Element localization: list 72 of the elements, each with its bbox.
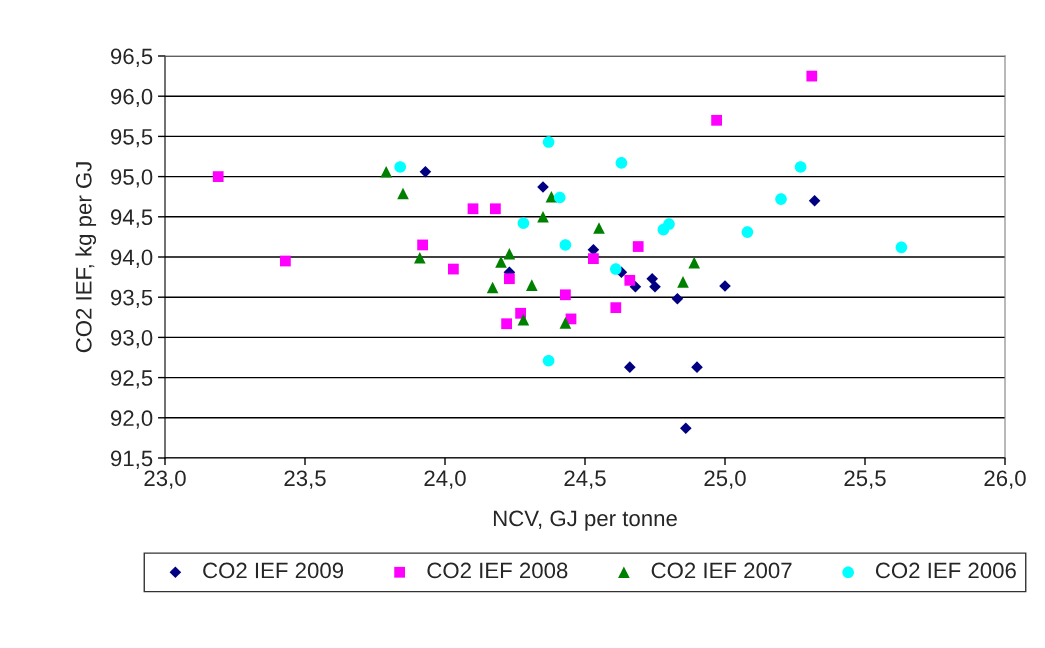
- y-axis-title: CO2 IEF, kg per GJ: [75, 162, 97, 353]
- y-tick-label: 94,5: [110, 209, 153, 228]
- y-tick-label: 94,0: [110, 249, 153, 268]
- point: [413, 251, 426, 264]
- point: [741, 226, 754, 238]
- point: [688, 256, 701, 269]
- point: [679, 422, 692, 435]
- point: [517, 217, 530, 230]
- point: [593, 222, 605, 234]
- point: [657, 223, 670, 236]
- point: [486, 281, 499, 294]
- x-axis-title: NCV, GJ per tonne: [493, 510, 677, 531]
- point: [542, 354, 555, 367]
- legend-label: CO2 IEF 2007: [651, 562, 792, 579]
- x-tick-label: 24,0: [424, 470, 466, 489]
- point: [545, 190, 558, 203]
- point: [380, 165, 393, 178]
- y-tick-label: 92,5: [110, 370, 153, 389]
- point: [677, 276, 689, 288]
- legend-label: CO2 IEF 2008: [427, 562, 568, 579]
- point: [632, 241, 644, 252]
- point: [610, 302, 622, 314]
- point: [559, 317, 572, 329]
- x-tick-label: 25,5: [844, 470, 886, 489]
- point: [649, 280, 661, 293]
- point: [775, 193, 787, 205]
- point: [495, 256, 507, 268]
- point: [280, 255, 291, 267]
- point: [560, 289, 571, 301]
- x-tick-label: 26,0: [984, 470, 1026, 489]
- point: [559, 239, 572, 251]
- point: [671, 293, 684, 305]
- point: [623, 361, 636, 373]
- point: [448, 263, 459, 275]
- y-tick-label: 91,5: [110, 450, 153, 469]
- y-tick-label: 92,0: [110, 410, 153, 429]
- point: [525, 279, 538, 291]
- x-tick-label: 23,5: [284, 470, 326, 489]
- point: [537, 210, 549, 223]
- point: [624, 274, 636, 286]
- y-tick-label: 93,0: [110, 329, 153, 349]
- y-tick-label: 96,0: [110, 88, 153, 108]
- point: [806, 70, 818, 82]
- point: [794, 161, 807, 173]
- point: [615, 157, 628, 169]
- point: [501, 318, 512, 330]
- point: [609, 263, 622, 275]
- point: [504, 273, 515, 285]
- y-tick-label: 96,5: [110, 48, 153, 67]
- y-tick-label: 95,5: [110, 128, 153, 148]
- legend-label: CO2 IEF 2009: [203, 562, 344, 579]
- point: [553, 191, 566, 204]
- point: [490, 203, 501, 215]
- point: [646, 272, 659, 285]
- point: [394, 161, 407, 173]
- point: [711, 114, 722, 126]
- point: [542, 136, 555, 148]
- point: [417, 239, 428, 251]
- point: [895, 241, 908, 254]
- legend-label: CO2 IEF 2006: [875, 562, 1016, 579]
- x-tick-label: 23,0: [144, 470, 186, 489]
- point: [419, 165, 432, 178]
- y-tick-label: 93,5: [110, 289, 153, 309]
- point: [467, 203, 479, 215]
- point: [808, 194, 821, 207]
- x-tick-label: 25,0: [704, 470, 746, 489]
- point: [212, 171, 224, 182]
- point: [503, 247, 516, 260]
- x-tick-label: 24,5: [564, 470, 606, 489]
- y-tick-label: 95,0: [110, 169, 153, 188]
- point: [517, 313, 530, 326]
- point: [588, 253, 599, 264]
